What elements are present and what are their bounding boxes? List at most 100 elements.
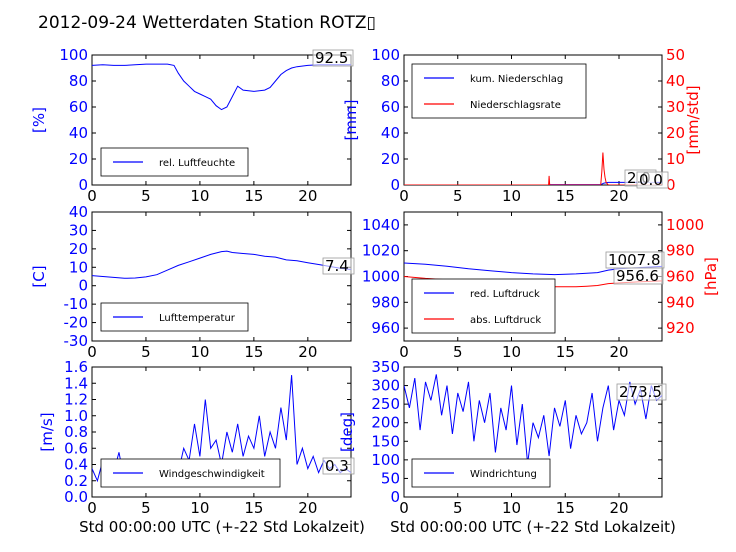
y-tick-label: 1040: [362, 216, 400, 234]
x-tick-label: 5: [141, 499, 151, 517]
legend-label: red. Luftdruck: [470, 289, 540, 300]
y-tick-label: 0.8: [64, 423, 88, 441]
x-tick-label: 5: [453, 343, 463, 361]
y-axis-label: [deg]: [338, 412, 356, 452]
last-value-box: [613, 267, 664, 285]
x-tick-label: 20: [298, 499, 317, 517]
y-tick-label: 40: [381, 124, 400, 142]
x-tick-label: 20: [298, 343, 317, 361]
x-tick-label: 0: [399, 499, 409, 517]
y-tick-label-right: 30: [666, 98, 685, 116]
legend-label: Niederschlagsrate: [470, 100, 561, 111]
y-axis-label: [C]: [30, 265, 48, 287]
x-tick-label: 0: [87, 343, 97, 361]
last-value-label: 0.3: [325, 457, 349, 475]
last-value-box: [312, 49, 354, 67]
precipitation-panel: 0 5 10 15 20 0 20 40 60 80 100 0 10 20 30 40 50 [mm] [mm/s…: [342, 46, 702, 205]
precipitation-series-2: [404, 152, 662, 185]
x-tick-label: 5: [453, 187, 463, 205]
last-value-box: [322, 457, 355, 475]
y-axis-label-right: [hPa]: [702, 257, 720, 296]
y-tick-label: 20: [381, 150, 400, 168]
y-tick-label-right: 1000: [666, 216, 704, 234]
y-tick-label: 0: [78, 277, 88, 295]
y-tick-label: 200: [371, 414, 400, 432]
x-tick-label: 15: [244, 187, 263, 205]
y-tick-label: 50: [381, 469, 400, 487]
x-axis-label-right: Std 00:00:00 UTC (+-22 Std Lokalzeit): [390, 518, 676, 536]
x-axis-label-left: Std 00:00:00 UTC (+-22 Std Lokalzeit): [79, 518, 365, 536]
y-tick-label: 960: [371, 319, 400, 337]
temperature-panel: 0 5 10 15 20-30-20-10010203040[C]Lufttempera…: [30, 203, 355, 361]
x-tick-label: 0: [399, 343, 409, 361]
y-tick-label: 100: [371, 46, 400, 64]
y-tick-label: 1.0: [64, 407, 88, 425]
last-value-label: 0.0: [639, 171, 663, 189]
y-tick-label: 1.2: [64, 391, 88, 409]
humidity-series-1: [92, 63, 351, 111]
y-tick-label-right: 0: [666, 176, 676, 194]
y-tick-label-right: 40: [666, 72, 685, 90]
figure-title: 2012-09-24 Wetterdaten Station ROTZ▯: [38, 13, 376, 33]
wind-direction-frame: [403, 366, 663, 498]
legend-label: Lufttemperatur: [159, 313, 236, 324]
x-tick-label: 15: [244, 499, 263, 517]
y-tick-label: 0: [78, 176, 88, 194]
x-tick-label: 20: [609, 499, 628, 517]
y-tick-label: 0.6: [64, 439, 88, 457]
x-tick-label: 10: [502, 187, 521, 205]
y-tick-label: 80: [69, 72, 88, 90]
humidity-frame: [91, 54, 352, 186]
last-value-label: 956.6: [616, 267, 659, 285]
y-tick-label: 60: [381, 98, 400, 116]
y-tick-label-right: 50: [666, 46, 685, 64]
legend-label: Windrichtung: [470, 469, 537, 480]
y-tick-label: 0.0: [64, 488, 88, 506]
precipitation-legend: [411, 63, 587, 119]
y-tick-label: 0: [390, 488, 400, 506]
y-tick-label-right: 10: [666, 150, 685, 168]
y-tick-label: 100: [371, 451, 400, 469]
wind-direction-panel: 0 5 10 15 20050100150200250300350[deg]Windri…: [338, 358, 667, 517]
y-axis-label: [m/s]: [38, 412, 56, 451]
x-tick-label: 0: [399, 187, 409, 205]
last-value-label: 92.5: [315, 49, 348, 67]
temperature-frame: [91, 211, 352, 342]
y-axis-label-right: [mm/std]: [684, 85, 702, 154]
x-tick-label: 5: [141, 343, 151, 361]
y-tick-label: 60: [69, 98, 88, 116]
y-tick-label: 0.4: [64, 456, 88, 474]
y-tick-label: 1000: [362, 268, 400, 286]
x-tick-label: 5: [453, 499, 463, 517]
y-axis-label: [mm]: [342, 100, 360, 141]
x-tick-label: 15: [556, 499, 575, 517]
y-tick-label: 20: [69, 150, 88, 168]
y-tick-label: 1.4: [64, 374, 88, 392]
x-tick-label: 0: [87, 499, 97, 517]
x-tick-label: 10: [190, 187, 209, 205]
legend-label: Windgeschwindigkeit: [159, 469, 265, 480]
y-tick-label: 20: [69, 240, 88, 258]
x-tick-label: 20: [298, 187, 317, 205]
last-value-box: [616, 383, 667, 401]
y-tick-label: 0.2: [64, 472, 88, 490]
y-tick-label-right: 20: [666, 124, 685, 142]
y-tick-label-right: 920: [666, 319, 695, 337]
y-tick-label: 300: [371, 377, 400, 395]
y-tick-label: -20: [64, 314, 89, 332]
x-tick-label: 20: [609, 343, 628, 361]
last-value-box: [636, 171, 669, 189]
legend-label: kum. Niederschlag: [470, 74, 563, 85]
y-tick-label-right: 960: [666, 268, 695, 286]
x-tick-label: 15: [556, 187, 575, 205]
last-value-box: [322, 257, 355, 275]
temperature-series-1: [92, 250, 351, 279]
y-tick-label: 0: [390, 176, 400, 194]
legend-label: abs. Luftdruck: [470, 315, 541, 326]
y-tick-label: 1020: [362, 242, 400, 260]
x-tick-label: 5: [141, 187, 151, 205]
y-tick-label: 350: [371, 358, 400, 376]
y-tick-label: 30: [69, 221, 88, 239]
